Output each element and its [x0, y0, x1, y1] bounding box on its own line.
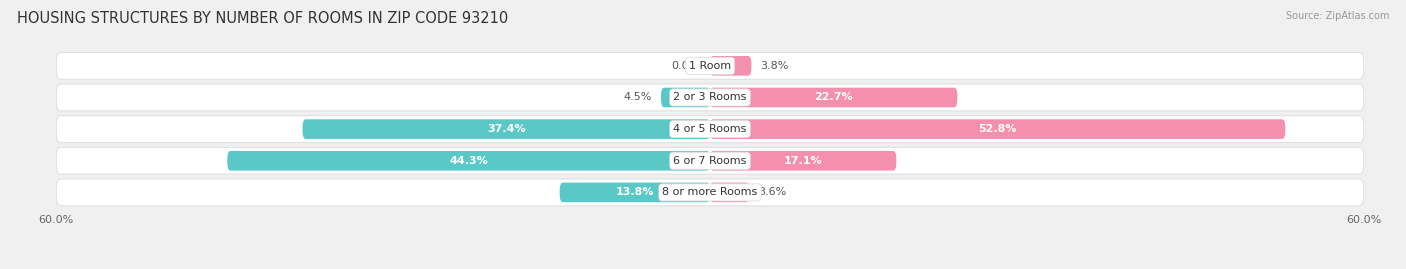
- FancyBboxPatch shape: [661, 88, 710, 107]
- Text: 8 or more Rooms: 8 or more Rooms: [662, 187, 758, 197]
- FancyBboxPatch shape: [228, 151, 710, 171]
- Text: 1 Room: 1 Room: [689, 61, 731, 71]
- Text: 3.6%: 3.6%: [758, 187, 786, 197]
- FancyBboxPatch shape: [56, 147, 1364, 174]
- FancyBboxPatch shape: [302, 119, 710, 139]
- Text: 52.8%: 52.8%: [979, 124, 1017, 134]
- FancyBboxPatch shape: [56, 116, 1364, 143]
- Text: 22.7%: 22.7%: [814, 93, 853, 102]
- Text: 2 or 3 Rooms: 2 or 3 Rooms: [673, 93, 747, 102]
- Text: 44.3%: 44.3%: [450, 156, 488, 166]
- FancyBboxPatch shape: [710, 119, 1285, 139]
- Text: 0.0%: 0.0%: [671, 61, 699, 71]
- FancyBboxPatch shape: [710, 56, 751, 76]
- Text: HOUSING STRUCTURES BY NUMBER OF ROOMS IN ZIP CODE 93210: HOUSING STRUCTURES BY NUMBER OF ROOMS IN…: [17, 11, 508, 26]
- Text: 17.1%: 17.1%: [785, 156, 823, 166]
- Text: 4 or 5 Rooms: 4 or 5 Rooms: [673, 124, 747, 134]
- Text: 37.4%: 37.4%: [486, 124, 526, 134]
- Text: 13.8%: 13.8%: [616, 187, 654, 197]
- FancyBboxPatch shape: [56, 179, 1364, 206]
- Text: 4.5%: 4.5%: [624, 93, 652, 102]
- FancyBboxPatch shape: [560, 183, 710, 202]
- Text: 6 or 7 Rooms: 6 or 7 Rooms: [673, 156, 747, 166]
- FancyBboxPatch shape: [710, 151, 897, 171]
- FancyBboxPatch shape: [56, 52, 1364, 79]
- Text: Source: ZipAtlas.com: Source: ZipAtlas.com: [1285, 11, 1389, 21]
- FancyBboxPatch shape: [710, 183, 749, 202]
- Text: 3.8%: 3.8%: [761, 61, 789, 71]
- FancyBboxPatch shape: [710, 88, 957, 107]
- FancyBboxPatch shape: [56, 84, 1364, 111]
